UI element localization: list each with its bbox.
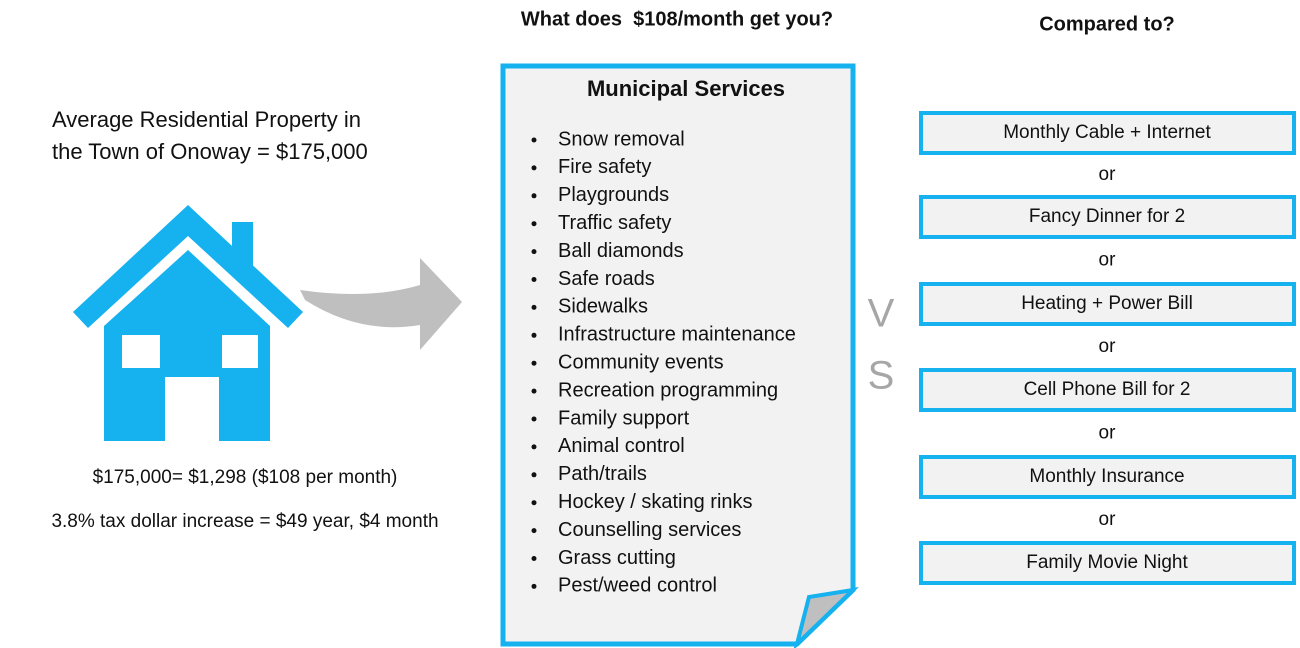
header-question: What does $108/month get you?: [521, 8, 833, 30]
bullet: [531, 332, 537, 338]
bullet: [531, 360, 537, 366]
service-item: Family support: [558, 407, 690, 429]
comparison-label: Cell Phone Bill for 2: [1024, 379, 1191, 400]
comparison-box: [919, 282, 1296, 326]
services-list: Snow removal Fire safety Playgrounds Traffi…: [531, 128, 796, 597]
separator: or: [1099, 336, 1117, 357]
service-item: Sidewalks: [558, 296, 648, 318]
versus: VS: [868, 292, 895, 398]
bullet: [531, 193, 537, 199]
bullet: [531, 500, 537, 506]
service-item: Animal control: [558, 435, 685, 457]
comparison-label: Monthly Cable + Internet: [1003, 122, 1211, 143]
comparison-box: [919, 541, 1296, 585]
bullet: [531, 444, 537, 450]
header-compare: Compared to?: [1039, 13, 1175, 35]
comparison-box: [919, 111, 1296, 155]
bullet: [531, 165, 537, 171]
service-item: Playgrounds: [558, 184, 669, 206]
service-item: Grass cutting: [558, 547, 676, 569]
service-item: Hockey / skating rinks: [558, 491, 753, 513]
comparison-label: Family Movie Night: [1026, 552, 1188, 573]
service-item: Snow removal: [558, 128, 685, 150]
service-item: Traffic safety: [558, 212, 671, 234]
separator: or: [1099, 250, 1117, 271]
separator: or: [1099, 509, 1117, 530]
comparison-label: Fancy Dinner for 2: [1029, 206, 1185, 227]
comparison-label: Monthly Insurance: [1029, 466, 1184, 487]
bullet: [531, 416, 537, 422]
comparison-list: Monthly Cable + Internet Fancy Dinner for…: [919, 111, 1296, 585]
property-line: Average Residential Property in: [52, 107, 361, 132]
bullet: [531, 304, 537, 310]
page-fold: [793, 587, 859, 648]
service-item: Infrastructure maintenance: [558, 324, 796, 346]
separator: or: [1099, 164, 1117, 185]
service-item: Path/trails: [558, 463, 647, 485]
bullet: [531, 277, 537, 282]
bullet: [531, 556, 537, 561]
bullet: [531, 472, 537, 478]
arrow: [300, 258, 462, 350]
versus-letter: S: [868, 354, 895, 398]
service-item: Ball diamonds: [558, 240, 684, 262]
comparison-box: [919, 455, 1296, 499]
separator: or: [1099, 423, 1117, 444]
calculation: 3.8% tax dollar increase = $49 year, $4 …: [51, 511, 438, 532]
bullet: [531, 583, 537, 589]
bullet: [531, 137, 537, 143]
comparison-box: [919, 195, 1296, 239]
service-item: Counselling services: [558, 519, 741, 541]
bullet: [531, 388, 537, 394]
comparison-box: [919, 368, 1296, 412]
comparison-label: Heating + Power Bill: [1021, 293, 1193, 314]
services-title: Municipal Services: [587, 76, 785, 101]
service-item: Pest/weed control: [558, 575, 717, 597]
house-icon: [73, 205, 303, 441]
service-item: Community events: [558, 351, 724, 373]
property-line: the Town of Onoway = $175,000: [52, 139, 368, 164]
service-item: Safe roads: [558, 268, 655, 290]
bullet: [531, 528, 537, 534]
bullet: [531, 221, 537, 227]
calculation: $175,000= $1,298 ($108 per month): [93, 467, 398, 488]
versus-letter: V: [868, 292, 895, 336]
service-item: Fire safety: [558, 156, 651, 178]
bullet: [531, 249, 537, 255]
service-item: Recreation programming: [558, 379, 778, 401]
